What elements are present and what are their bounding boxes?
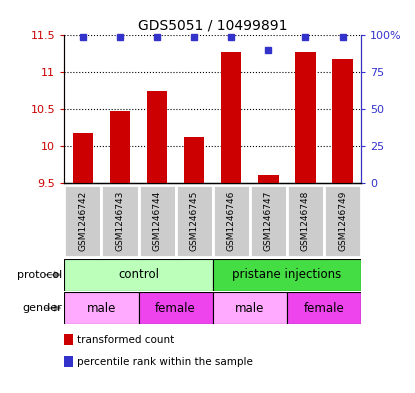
Bar <box>147 91 167 183</box>
Text: percentile rank within the sample: percentile rank within the sample <box>77 356 253 367</box>
Bar <box>250 185 287 257</box>
Text: GSM1246743: GSM1246743 <box>115 191 124 251</box>
Text: female: female <box>155 301 196 315</box>
Text: female: female <box>304 301 344 315</box>
Text: GSM1246748: GSM1246748 <box>301 191 310 251</box>
Bar <box>213 292 287 324</box>
Text: GSM1246745: GSM1246745 <box>190 191 199 251</box>
Bar <box>176 185 213 257</box>
Bar <box>287 185 324 257</box>
Text: GSM1246747: GSM1246747 <box>264 191 273 251</box>
Text: male: male <box>87 301 116 315</box>
Text: control: control <box>118 268 159 281</box>
Text: GSM1246744: GSM1246744 <box>153 191 161 251</box>
Bar <box>139 292 213 324</box>
Bar <box>64 185 101 257</box>
Bar <box>332 59 353 183</box>
Bar <box>139 185 176 257</box>
Text: pristane injections: pristane injections <box>232 268 342 281</box>
Title: GDS5051 / 10499891: GDS5051 / 10499891 <box>138 19 288 33</box>
Text: transformed count: transformed count <box>77 335 174 345</box>
Text: male: male <box>235 301 264 315</box>
Text: gender: gender <box>22 303 62 313</box>
Text: GSM1246749: GSM1246749 <box>338 191 347 251</box>
Bar <box>295 51 316 183</box>
Bar <box>73 132 93 183</box>
Bar <box>287 292 361 324</box>
Bar <box>101 185 139 257</box>
Bar <box>213 185 250 257</box>
Text: GSM1246746: GSM1246746 <box>227 191 236 251</box>
Bar <box>184 137 204 183</box>
Bar <box>324 185 361 257</box>
Bar <box>221 51 242 183</box>
Bar <box>64 292 139 324</box>
Bar <box>213 259 361 291</box>
Bar <box>64 259 213 291</box>
Bar <box>258 175 278 183</box>
Text: protocol: protocol <box>17 270 62 280</box>
Bar <box>110 110 130 183</box>
Text: GSM1246742: GSM1246742 <box>78 191 88 251</box>
